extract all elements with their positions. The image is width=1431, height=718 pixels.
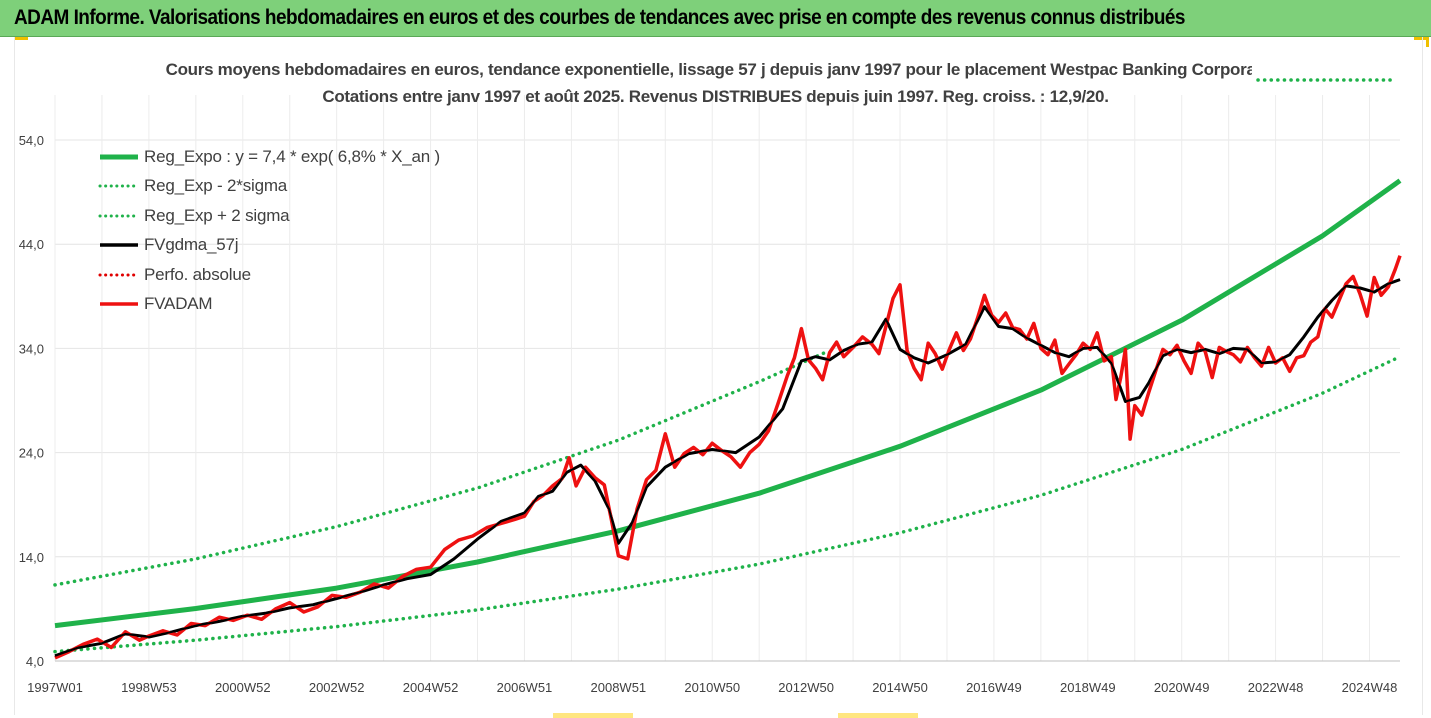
x-tick-label: 2020W49 <box>1154 680 1210 695</box>
legend-label: Perfo. absolue <box>144 264 251 284</box>
legend-label: FVADAM <box>144 294 213 314</box>
x-tick-label: 2024W48 <box>1342 680 1398 695</box>
x-tick-label: 2014W50 <box>872 680 928 695</box>
x-tick-label: 2016W49 <box>966 680 1022 695</box>
x-tick-label: 2012W50 <box>778 680 834 695</box>
x-tick-label: 2006W51 <box>497 680 553 695</box>
y-tick-label: 4,0 <box>26 654 44 669</box>
y-tick-label: 14,0 <box>19 550 44 565</box>
bottom-deco-right <box>838 713 918 718</box>
series-layer <box>53 178 1402 660</box>
y-tick-label: 54,0 <box>19 133 44 148</box>
y-tick-label: 24,0 <box>19 446 44 461</box>
chart-frame <box>14 37 1423 715</box>
x-tick-label: 2018W49 <box>1060 680 1116 695</box>
corner-marker-left <box>14 37 28 40</box>
legend-swatch <box>100 302 138 306</box>
y-tick-label: 44,0 <box>19 237 44 252</box>
x-tick-label: 2008W51 <box>591 680 647 695</box>
corner-marker-right-vertical <box>1426 37 1429 47</box>
legend-item: Perfo. absolue <box>98 260 440 290</box>
chart-subtitle: Cotations entre janv 1997 et août 2025. … <box>322 87 1109 106</box>
legend-swatch <box>100 243 138 247</box>
chart-legend: Reg_Expo : y = 7,4 * exp( 6,8% * X_an ) R… <box>98 142 440 319</box>
x-tick-label: 2010W50 <box>684 680 740 695</box>
axis-layer: 4,0 14,0 24,0 34,0 44,0 54,0 1997W01 1998W53 200… <box>19 133 1400 695</box>
legend-item: FVgdma_57j <box>98 231 440 261</box>
legend-swatch <box>98 214 140 218</box>
legend-item: Reg_Exp + 2 sigma <box>98 201 440 231</box>
report-banner: ADAM Informe. Valorisations hebdomadaire… <box>0 0 1431 37</box>
legend-swatch <box>98 273 140 277</box>
x-tick-label: 2002W52 <box>309 680 365 695</box>
series-line-fvgdma-overlay <box>54 278 1401 657</box>
bottom-deco-left <box>553 713 633 718</box>
x-tick-label: 2000W52 <box>215 680 271 695</box>
y-tick-label: 34,0 <box>19 341 44 356</box>
legend-label: Reg_Exp + 2 sigma <box>144 205 290 225</box>
legend-label: FVgdma_57j <box>144 235 239 255</box>
series-line-reg_expo-0 <box>54 178 1402 629</box>
legend-swatch <box>100 154 138 160</box>
x-tick-label: 1997W01 <box>27 680 83 695</box>
chart-title: Cours moyens hebdomadaires en euros, ten… <box>165 60 1266 79</box>
legend-label: Reg_Expo : y = 7,4 * exp( 6,8% * X_an ) <box>144 146 441 166</box>
legend-label: Reg_Exp - 2*sigma <box>144 176 288 196</box>
x-tick-label: 1998W53 <box>121 680 177 695</box>
legend-item: Reg_Expo : y = 7,4 * exp( 6,8% * X_an ) <box>98 142 440 172</box>
legend-item: FVADAM <box>98 290 440 320</box>
corner-marker-right <box>1414 37 1428 40</box>
x-tick-label: 2004W52 <box>403 680 459 695</box>
legend-swatch <box>98 184 140 188</box>
report-title: ADAM Informe. Valorisations hebdomadaire… <box>14 6 1185 29</box>
legend-item: Reg_Exp - 2*sigma <box>98 172 440 202</box>
x-tick-label: 2022W48 <box>1248 680 1304 695</box>
